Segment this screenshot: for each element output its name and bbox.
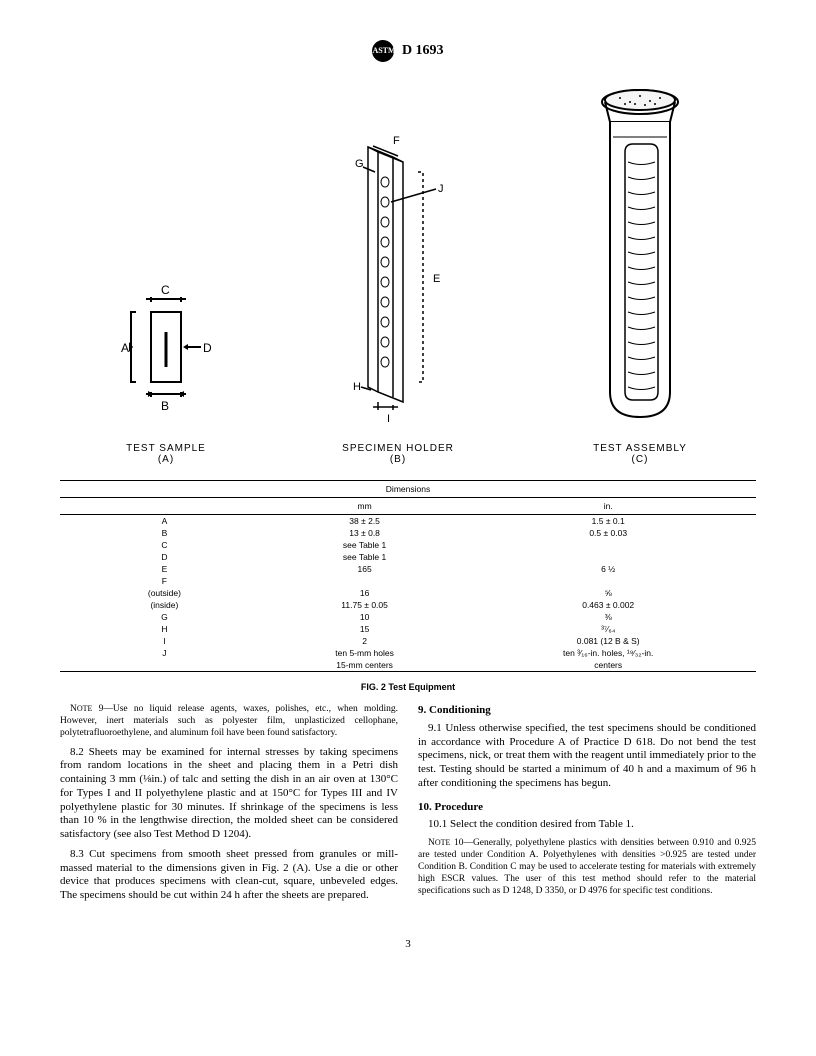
- figure-b-label: SPECIMEN HOLDER: [323, 443, 473, 454]
- dim-in: 6 ½: [460, 563, 756, 575]
- dim-in: ⅜: [460, 611, 756, 623]
- figure-row: A B C D TEST SAMPLE (A): [60, 82, 756, 465]
- figure-c-letter: (C): [575, 454, 705, 465]
- note-9: NOTE 9—Use no liquid release agents, wax…: [60, 704, 398, 740]
- para-8-3: 8.3 Cut specimens from smooth sheet pres…: [60, 848, 398, 903]
- figure-b-letter: (B): [323, 454, 473, 465]
- dim-key: [60, 659, 269, 672]
- table-row: Dsee Table 1: [60, 551, 756, 563]
- svg-text:H: H: [353, 381, 362, 393]
- dim-mm: 15-mm centers: [269, 659, 461, 672]
- body-text: NOTE 9—Use no liquid release agents, wax…: [60, 704, 756, 908]
- dim-key: B: [60, 527, 269, 539]
- dim-key: F: [60, 575, 269, 587]
- dim-key: I: [60, 635, 269, 647]
- dim-in: 0.081 (12 B & S): [460, 635, 756, 647]
- dim-mm: 10: [269, 611, 461, 623]
- svg-text:I: I: [387, 413, 391, 425]
- table-row: H15³⁷⁄₆₄: [60, 623, 756, 635]
- dim-in: ten ³⁄₁₆-in. holes, ¹⁹⁄₃₂-in.: [460, 647, 756, 659]
- table-row: (outside)16⅝: [60, 587, 756, 599]
- para-8-2: 8.2 Sheets may be examined for internal …: [60, 746, 398, 842]
- table-row: (inside)11.75 ± 0.050.463 ± 0.002: [60, 599, 756, 611]
- svg-text:A: A: [121, 341, 130, 355]
- para-10-1: 10.1 Select the condition desired from T…: [418, 818, 756, 832]
- table-row: G10⅜: [60, 611, 756, 623]
- dim-in: [460, 539, 756, 551]
- figure-b: F G J E H I SPECIMEN HOLDER (B): [323, 132, 473, 465]
- specimen-holder-icon: F G J E H I: [323, 132, 473, 432]
- svg-text:G: G: [355, 158, 365, 170]
- heading-9: 9. Conditioning: [418, 704, 756, 718]
- dim-mm: 165: [269, 563, 461, 575]
- table-row: A38 ± 2.51.5 ± 0.1: [60, 515, 756, 528]
- dim-key: (inside): [60, 599, 269, 611]
- dim-key: (outside): [60, 587, 269, 599]
- svg-text:B: B: [161, 399, 170, 413]
- dim-in: centers: [460, 659, 756, 672]
- test-sample-icon: A B C D: [111, 282, 221, 432]
- table-row: F: [60, 575, 756, 587]
- astm-logo-icon: ASTM: [372, 40, 394, 62]
- figure-a-letter: (A): [111, 454, 221, 465]
- dim-mm: 15: [269, 623, 461, 635]
- table-row: E1656 ½: [60, 563, 756, 575]
- figure-c: TEST ASSEMBLY (C): [575, 82, 705, 465]
- dim-mm: see Table 1: [269, 551, 461, 563]
- dimensions-table: Dimensions mm in. A38 ± 2.51.5 ± 0.1B13 …: [60, 480, 756, 674]
- svg-text:J: J: [438, 183, 445, 195]
- standard-number: D 1693: [402, 43, 444, 58]
- dim-key: G: [60, 611, 269, 623]
- svg-text:D: D: [203, 341, 213, 355]
- dim-mm: see Table 1: [269, 539, 461, 551]
- dim-key: H: [60, 623, 269, 635]
- dim-in: 0.463 ± 0.002: [460, 599, 756, 611]
- table-title: Dimensions: [60, 481, 756, 498]
- dim-in: 1.5 ± 0.1: [460, 515, 756, 528]
- page-header: ASTM D 1693: [60, 40, 756, 62]
- dim-mm: 11.75 ± 0.05: [269, 599, 461, 611]
- svg-text:F: F: [393, 135, 401, 147]
- svg-text:C: C: [161, 283, 171, 297]
- para-9-1: 9.1 Unless otherwise specified, the test…: [418, 722, 756, 791]
- dim-key: C: [60, 539, 269, 551]
- test-assembly-icon: [575, 82, 705, 432]
- dim-in: [460, 575, 756, 587]
- heading-10: 10. Procedure: [418, 801, 756, 815]
- dim-mm: 16: [269, 587, 461, 599]
- dim-key: A: [60, 515, 269, 528]
- table-row: Csee Table 1: [60, 539, 756, 551]
- dim-in: ³⁷⁄₆₄: [460, 623, 756, 635]
- dim-key: E: [60, 563, 269, 575]
- figure-caption: FIG. 2 Test Equipment: [60, 682, 756, 692]
- dim-in: [460, 551, 756, 563]
- dim-mm: 2: [269, 635, 461, 647]
- dim-in: 0.5 ± 0.03: [460, 527, 756, 539]
- table-row: B13 ± 0.80.5 ± 0.03: [60, 527, 756, 539]
- col-in: in.: [460, 498, 756, 515]
- dim-mm: 38 ± 2.5: [269, 515, 461, 528]
- dim-key: J: [60, 647, 269, 659]
- table-row: Jten 5-mm holesten ³⁄₁₆-in. holes, ¹⁹⁄₃₂…: [60, 647, 756, 659]
- dim-key: D: [60, 551, 269, 563]
- col-mm: mm: [269, 498, 461, 515]
- figure-a: A B C D TEST SAMPLE (A): [111, 282, 221, 465]
- dim-mm: 13 ± 0.8: [269, 527, 461, 539]
- note-10: NOTE 10—Generally, polyethylene plastics…: [418, 838, 756, 897]
- svg-text:E: E: [433, 273, 441, 285]
- figure-a-label: TEST SAMPLE: [111, 443, 221, 454]
- table-row: I20.081 (12 B & S): [60, 635, 756, 647]
- table-row: 15-mm centerscenters: [60, 659, 756, 672]
- figure-c-label: TEST ASSEMBLY: [575, 443, 705, 454]
- page-number: 3: [60, 938, 756, 950]
- dim-in: ⅝: [460, 587, 756, 599]
- dim-mm: [269, 575, 461, 587]
- dim-mm: ten 5-mm holes: [269, 647, 461, 659]
